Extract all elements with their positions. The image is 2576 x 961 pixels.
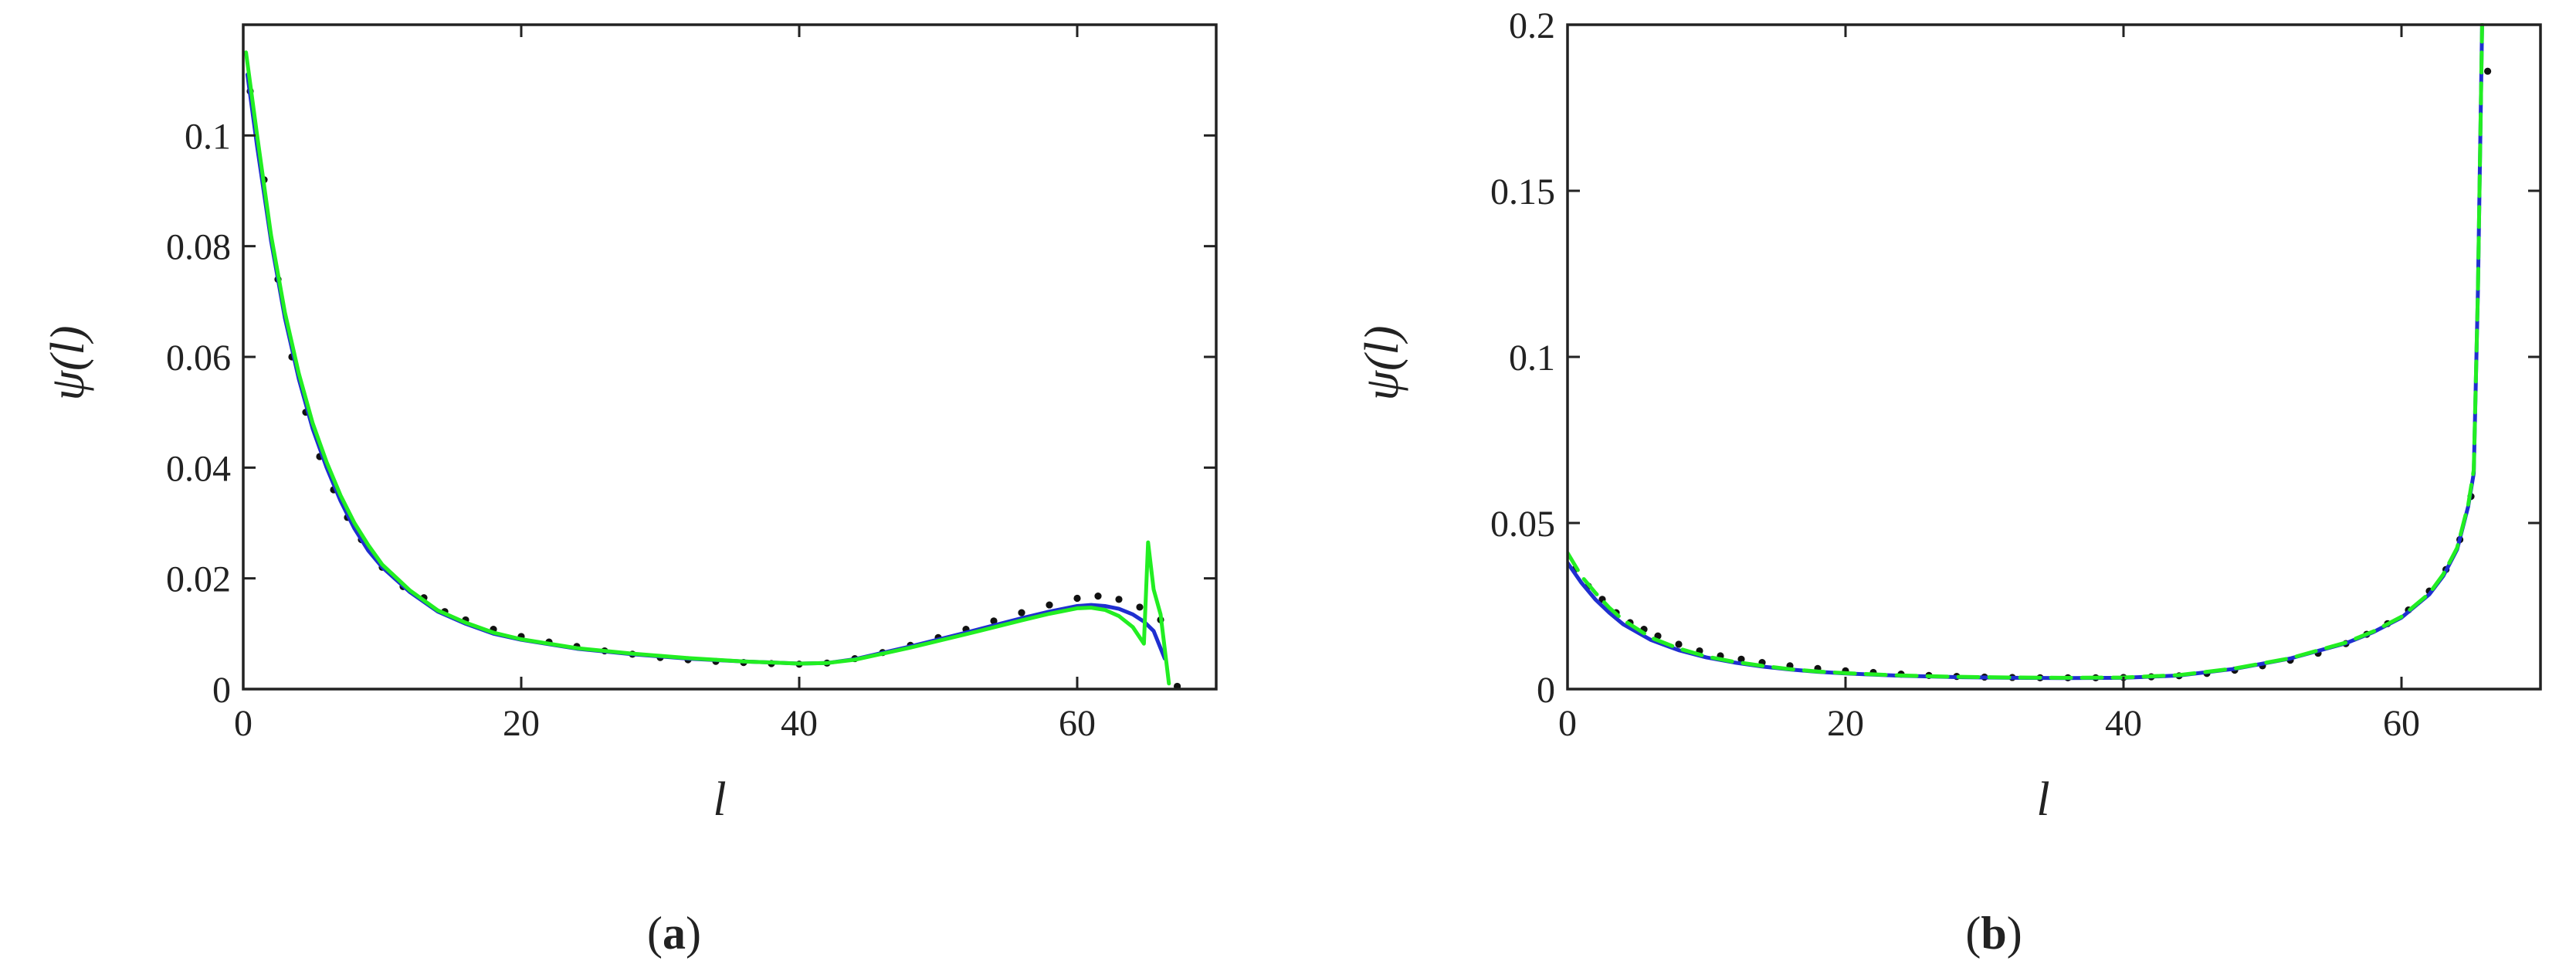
panel-a-x-tick-label: 40 [781, 703, 818, 744]
panel-a-y-tick-label: 0 [212, 670, 231, 711]
panel-a-dot-point [990, 617, 998, 625]
panel-b-x-tick-label: 0 [1558, 703, 1577, 744]
panel-b-plot-area [1568, 23, 2492, 681]
panel-a-y-tick-label: 0.04 [166, 448, 231, 489]
panel-a-xlabel: l [713, 773, 726, 826]
panel-a-x-tick-label: 60 [1059, 703, 1096, 744]
panel-a-dot-point [1115, 596, 1123, 603]
panel-a-dot-point [1073, 594, 1081, 603]
panel-b-axes-frame [1566, 23, 2542, 691]
panel-b-y-tick-label: 0.15 [1490, 171, 1555, 212]
panel-b-y-tick-label: 0 [1537, 670, 1555, 711]
panel-b-dot-point [1675, 640, 1683, 648]
panel-b-x-tick-label: 40 [2105, 703, 2142, 744]
panel-b-dot-point [2484, 67, 2492, 75]
panel-a-y-tick-label: 0.06 [166, 338, 231, 379]
panel-b-label-letter: b [1981, 908, 2006, 959]
panel-a-y-tick-label: 0.1 [185, 116, 231, 157]
panel-b-y-tick-label: 0.2 [1509, 5, 1555, 46]
panel-b-dot-point [1737, 655, 1745, 663]
panel-a: ψ(l) l (a) 0 20 40 60 0 0.02 0.04 0.06 0.08 0.1 [42, 23, 1218, 959]
panel-a-series-line-green [244, 50, 1171, 686]
panel-a-label-letter: a [663, 908, 686, 959]
panel-a-plot-area [244, 50, 1181, 691]
panel-a-dot-point [1018, 609, 1025, 616]
panel-b-y-tick-label: 0.1 [1509, 338, 1555, 379]
panel-a-x-tick-label: 20 [503, 703, 540, 744]
panel-a-y-tick-label: 0.02 [166, 559, 231, 600]
panel-a-x-tick-label: 0 [234, 703, 253, 744]
panel-b-xlabel: l [2036, 773, 2049, 826]
panel-b-label: (b) [1965, 908, 2022, 959]
panel-b-x-tick-label: 60 [2383, 703, 2420, 744]
panel-a-y-tick-label: 0.08 [166, 227, 231, 268]
panel-a-label: (a) [647, 908, 701, 959]
panel-a-ylabel: ψ(l) [42, 325, 94, 400]
panel-a-series-line-blue [245, 73, 1167, 666]
panel-b-y-tick-label: 0.05 [1490, 504, 1555, 545]
panel-b-series-line-blue [1568, 23, 2484, 681]
panel-b-x-tick-label: 20 [1827, 703, 1864, 744]
panel-a-dot-point [1094, 593, 1102, 600]
panel-a-axes-frame [242, 23, 1218, 691]
panel-b-ylabel: ψ(l) [1356, 325, 1408, 400]
panel-b-series-line-green-dashed [1568, 23, 2484, 680]
panel-a-dot-point [1046, 601, 1053, 609]
panel-b: ψ(l) l (b) 0 20 40 60 0 0.05 0.1 0.15 0.2 [1356, 5, 2542, 959]
panel-a-dot-point [1136, 603, 1144, 611]
